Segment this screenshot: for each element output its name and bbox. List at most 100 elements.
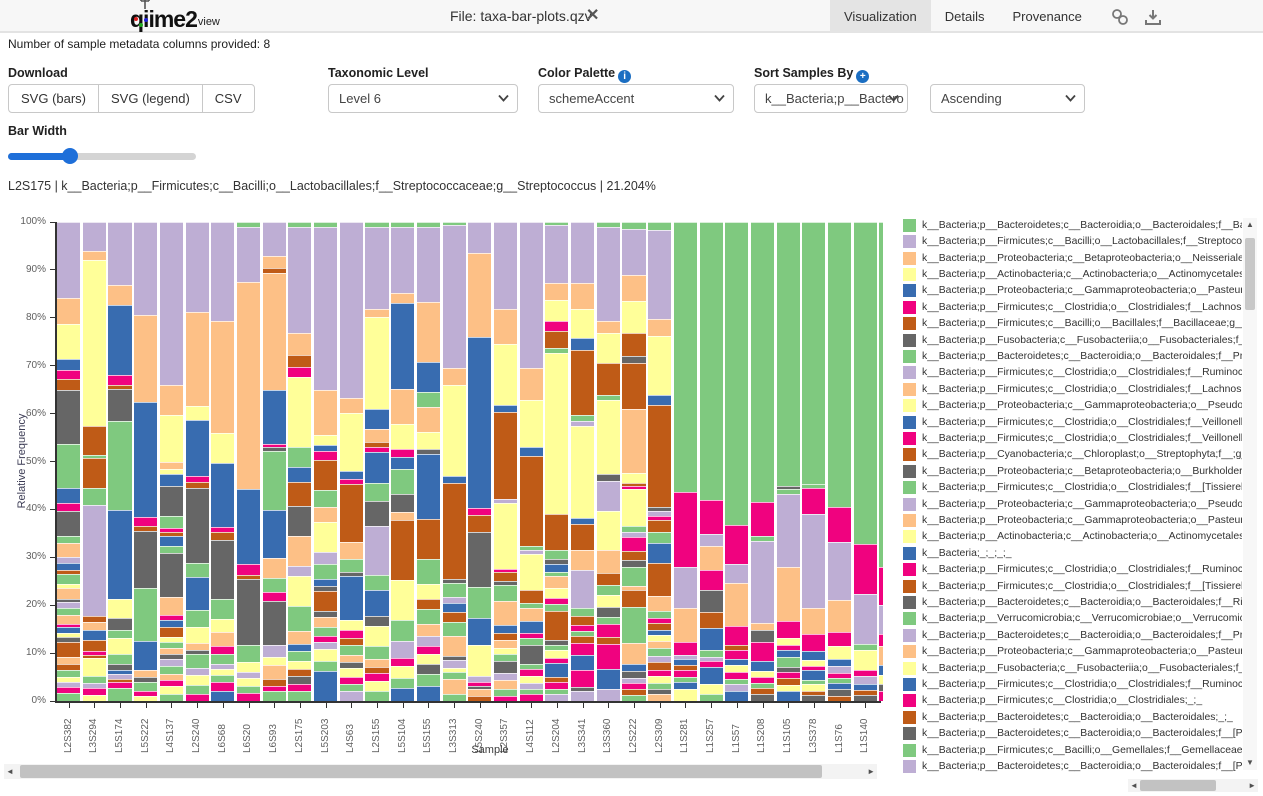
bar-segment[interactable] xyxy=(185,577,209,611)
bar-segment[interactable] xyxy=(622,485,646,490)
bar-segment[interactable] xyxy=(339,571,363,577)
bar-segment[interactable] xyxy=(468,685,492,689)
bar-segment[interactable] xyxy=(365,666,389,673)
bar-segment[interactable] xyxy=(159,614,183,620)
slider-track[interactable] xyxy=(8,153,196,160)
bar-segment[interactable] xyxy=(82,454,106,459)
bar-segment[interactable] xyxy=(648,635,672,642)
bar-segment[interactable] xyxy=(365,316,389,409)
bar-segment[interactable] xyxy=(622,473,646,483)
bar-segment[interactable] xyxy=(442,655,466,661)
bar-L2S382[interactable] xyxy=(57,222,81,701)
bar-segment[interactable] xyxy=(596,617,620,625)
bar-segment[interactable] xyxy=(879,633,883,646)
bar-segment[interactable] xyxy=(853,669,877,677)
bar-segment[interactable] xyxy=(288,222,312,228)
bar-segment[interactable] xyxy=(365,590,389,616)
bar-segment[interactable] xyxy=(776,488,800,494)
bar-segment[interactable] xyxy=(725,672,749,680)
bar-segment[interactable] xyxy=(57,569,81,575)
bar-segment[interactable] xyxy=(288,536,312,567)
bar-segment[interactable] xyxy=(57,390,81,444)
bar-segment[interactable] xyxy=(699,667,723,685)
bar-segment[interactable] xyxy=(57,682,81,688)
bar-segment[interactable] xyxy=(314,591,338,612)
scroll-right-icon[interactable]: ► xyxy=(1248,781,1256,790)
bar-segment[interactable] xyxy=(314,434,338,445)
bar-segment[interactable] xyxy=(159,619,183,627)
bar-segment[interactable] xyxy=(519,632,543,638)
bar-segment[interactable] xyxy=(493,679,518,690)
bar-segment[interactable] xyxy=(725,222,749,526)
bar-segment[interactable] xyxy=(750,502,775,536)
bar-segment[interactable] xyxy=(57,510,81,537)
bar-segment[interactable] xyxy=(108,681,132,688)
bar-segment[interactable] xyxy=(468,587,492,619)
bar-segment[interactable] xyxy=(519,620,543,633)
bar-segment[interactable] xyxy=(57,487,81,503)
bar-segment[interactable] xyxy=(750,535,775,541)
bar-segment[interactable] xyxy=(57,637,81,643)
bar-segment[interactable] xyxy=(211,532,235,540)
bar-segment[interactable] xyxy=(339,398,363,413)
bar-L5S203[interactable] xyxy=(314,222,338,701)
bar-segment[interactable] xyxy=(725,691,749,701)
bar-segment[interactable] xyxy=(391,448,415,457)
bar-segment[interactable] xyxy=(828,646,852,659)
bar-segment[interactable] xyxy=(416,222,440,228)
bar-segment[interactable] xyxy=(236,282,261,489)
bar-segment[interactable] xyxy=(159,528,183,533)
bar-L2S155[interactable] xyxy=(365,222,389,701)
bar-segment[interactable] xyxy=(262,691,286,701)
bar-segment[interactable] xyxy=(596,222,620,227)
bar-segment[interactable] xyxy=(853,222,877,544)
bar-segment[interactable] xyxy=(673,607,697,642)
bar-segment[interactable] xyxy=(211,539,235,600)
bar-segment[interactable] xyxy=(288,631,312,644)
bar-segment[interactable] xyxy=(879,645,883,666)
bar-segment[interactable] xyxy=(828,682,852,689)
bar-segment[interactable] xyxy=(211,646,235,654)
bar-segment[interactable] xyxy=(288,651,312,662)
bar-segment[interactable] xyxy=(185,675,209,685)
bar-segment[interactable] xyxy=(853,543,877,594)
bar-segment[interactable] xyxy=(879,566,883,606)
bar-segment[interactable] xyxy=(108,284,132,306)
bar-segment[interactable] xyxy=(108,420,132,510)
bar-segment[interactable] xyxy=(571,625,595,631)
color-palette-select[interactable]: schemeAccent xyxy=(538,84,734,113)
legend-vertical-scrollbar[interactable]: ▲ ▼ xyxy=(1243,218,1257,770)
bar-segment[interactable] xyxy=(211,619,235,632)
bar-segment[interactable] xyxy=(82,688,106,696)
bar-segment[interactable] xyxy=(828,688,852,697)
bar-segment[interactable] xyxy=(442,483,466,579)
bar-segment[interactable] xyxy=(416,608,440,624)
bar-segment[interactable] xyxy=(519,368,543,401)
bar-segment[interactable] xyxy=(802,484,826,488)
bar-segment[interactable] xyxy=(314,460,338,491)
bar-segment[interactable] xyxy=(57,608,81,616)
bar-segment[interactable] xyxy=(622,355,646,363)
bar-segment[interactable] xyxy=(468,253,492,338)
bar-segment[interactable] xyxy=(416,583,440,599)
bar-segment[interactable] xyxy=(288,683,312,692)
bar-segment[interactable] xyxy=(288,506,312,537)
bar-segment[interactable] xyxy=(596,481,620,511)
bar-segment[interactable] xyxy=(57,632,81,638)
bar-segment[interactable] xyxy=(622,275,646,301)
bar-segment[interactable] xyxy=(82,629,106,641)
bar-segment[interactable] xyxy=(108,389,132,421)
bar-width-slider[interactable] xyxy=(8,146,196,166)
bar-L6S20[interactable] xyxy=(236,222,261,701)
bar-segment[interactable] xyxy=(57,222,81,299)
bar-segment[interactable] xyxy=(828,222,852,508)
bar-segment[interactable] xyxy=(288,643,312,652)
bar-segment[interactable] xyxy=(699,628,723,651)
bar-segment[interactable] xyxy=(750,676,775,684)
bar-segment[interactable] xyxy=(545,282,569,300)
bar-segment[interactable] xyxy=(57,574,81,584)
bar-segment[interactable] xyxy=(699,546,723,571)
bar-segment[interactable] xyxy=(134,696,158,701)
bar-segment[interactable] xyxy=(828,696,852,701)
bar-segment[interactable] xyxy=(571,282,595,310)
